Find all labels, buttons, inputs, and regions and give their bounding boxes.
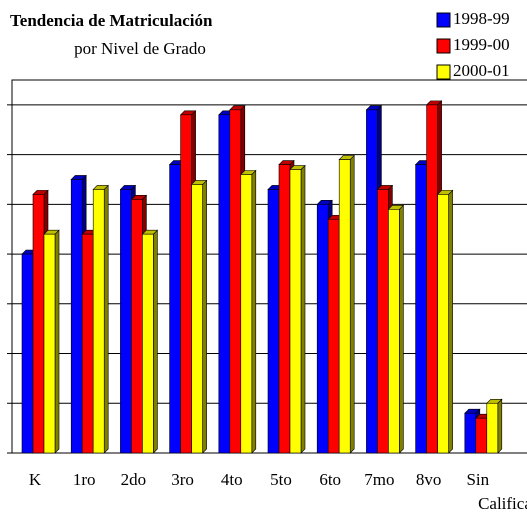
- bar-side: [251, 169, 257, 454]
- bar-front: [426, 104, 438, 454]
- chart-title: Tendencia de Matriculación: [10, 11, 213, 30]
- x-tick-label: 8vo: [416, 470, 442, 489]
- bar: [289, 164, 306, 454]
- bar-front: [316, 204, 329, 454]
- chart-subtitle: por Nivel de Grado: [74, 39, 206, 58]
- bar-side: [202, 179, 207, 454]
- bar: [92, 184, 109, 454]
- bar: [486, 398, 503, 454]
- bar-front: [81, 233, 94, 454]
- legend-swatch: [436, 38, 451, 54]
- x-tick-label: 7mo: [364, 470, 394, 489]
- bar-front: [464, 412, 477, 454]
- bar-front: [289, 169, 302, 454]
- x-tick-label: SinCalificar: [466, 470, 527, 513]
- bar-front: [131, 199, 143, 454]
- legend-swatch: [436, 12, 451, 28]
- bar-side: [153, 229, 158, 454]
- bar-front: [43, 233, 56, 454]
- bar-front: [475, 417, 488, 454]
- bar: [436, 189, 454, 454]
- bar-front: [267, 189, 280, 454]
- bar-front: [278, 164, 291, 454]
- bar-side: [448, 189, 453, 454]
- bar: [240, 169, 257, 454]
- bar-front: [120, 189, 132, 454]
- bar-front: [377, 189, 389, 454]
- bar-front: [92, 189, 105, 454]
- bar: [338, 154, 355, 454]
- bar-front: [70, 179, 83, 454]
- bar-front: [180, 114, 192, 454]
- bar-front: [191, 184, 203, 454]
- bar-front: [366, 109, 378, 454]
- bar-side: [399, 204, 404, 454]
- legend-label: 1999-00: [453, 35, 510, 54]
- bar-front: [169, 164, 181, 454]
- bar: [43, 229, 60, 454]
- x-tick-label: 3ro: [171, 470, 194, 489]
- x-tick-label: 1ro: [73, 470, 96, 489]
- x-tick-label: K: [29, 470, 42, 489]
- bar: [190, 179, 208, 454]
- x-tick-label: 5to: [270, 470, 292, 489]
- bar-front: [437, 194, 449, 454]
- legend-label: 1998-99: [453, 9, 510, 28]
- bar-side: [349, 154, 355, 454]
- legend-label: 2000-01: [453, 61, 510, 80]
- bar-side: [54, 229, 60, 454]
- bar-front: [338, 159, 351, 454]
- bar-front: [327, 218, 340, 454]
- bar-front: [142, 233, 154, 454]
- bar-front: [32, 194, 45, 454]
- bar-front: [240, 174, 253, 454]
- bar-front: [486, 402, 499, 454]
- bar: [141, 229, 159, 454]
- bar-side: [103, 184, 109, 454]
- x-tick-label: 4to: [221, 470, 243, 489]
- bar-front: [415, 164, 427, 454]
- x-tick-label: 6to: [319, 470, 341, 489]
- bar: [387, 204, 405, 454]
- bar-side: [300, 164, 306, 454]
- bar-side: [497, 398, 503, 454]
- bar-front: [388, 209, 400, 454]
- x-tick-label: 2do: [121, 470, 147, 489]
- legend-swatch: [436, 64, 451, 80]
- bar-front: [229, 109, 242, 454]
- bar-front: [218, 114, 231, 454]
- bar-front: [21, 253, 34, 454]
